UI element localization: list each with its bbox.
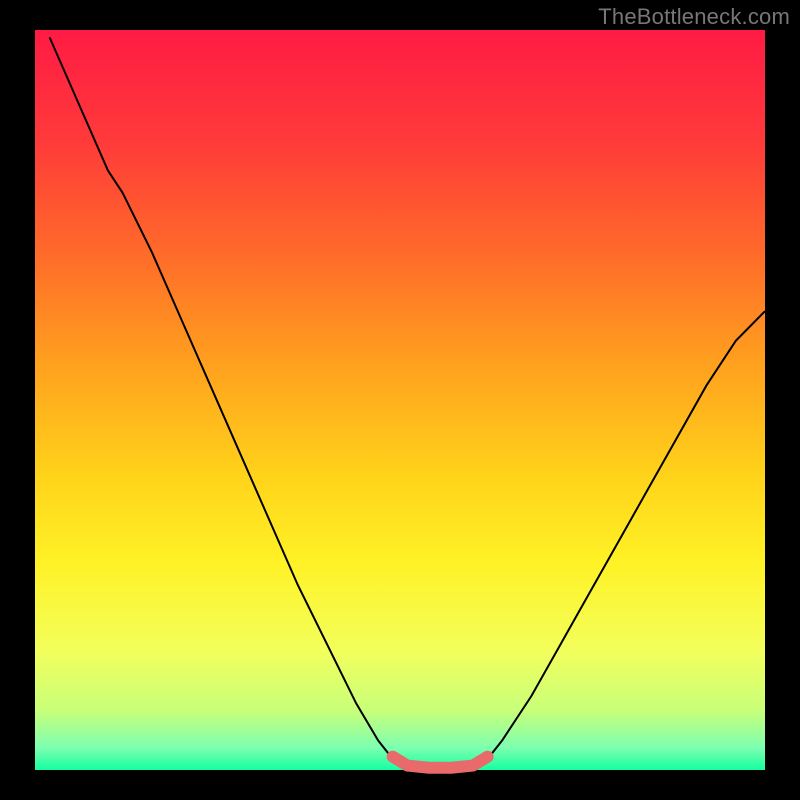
chart-svg — [0, 0, 800, 800]
watermark-text: TheBottleneck.com — [598, 4, 790, 30]
bottleneck-chart: TheBottleneck.com — [0, 0, 800, 800]
plot-background — [35, 30, 765, 770]
